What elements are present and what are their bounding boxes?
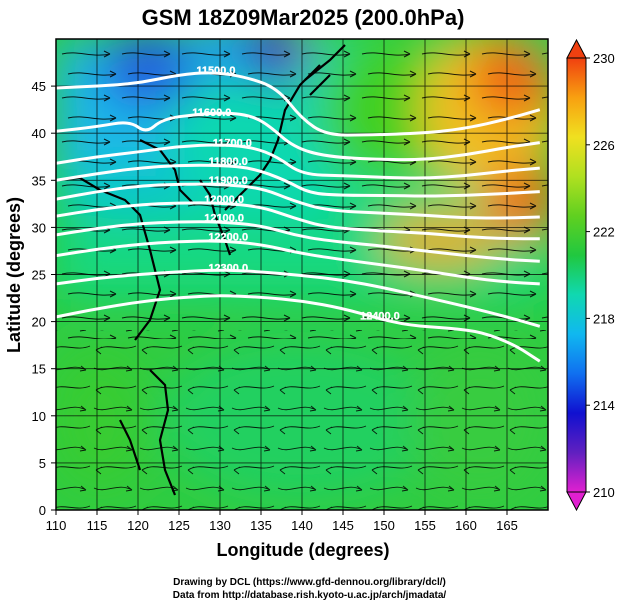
colorbar-tick-label: 210 — [593, 485, 615, 500]
contour-line-11900.0 — [56, 182, 540, 220]
x-tick-label: 115 — [87, 518, 108, 533]
y-tick-label: 40 — [32, 126, 46, 141]
colorbar-gradient — [566, 57, 587, 493]
contour-label-12000.0: 12000.0 — [204, 194, 244, 206]
y-tick-label: 0 — [39, 503, 46, 518]
x-tick-label: 130 — [209, 518, 231, 533]
credit-data: Data from http://database.rish.kyoto-u.a… — [172, 590, 447, 601]
grid — [56, 39, 548, 510]
y-tick-label: 10 — [32, 409, 46, 424]
x-tick-label: 135 — [250, 518, 272, 533]
contour-line-12100.0 — [56, 220, 540, 263]
credit-drawing: Drawing by DCL (https://www.gfd-dennou.o… — [173, 577, 446, 588]
x-tick-label: 150 — [373, 518, 395, 533]
contour-label-11500.0: 11500.0 — [196, 65, 235, 77]
height-contours: 11500.0 11600.0 11700.0 11800.0 11900.0 12000… — [56, 65, 541, 363]
contour-label-12200.0: 12200.0 — [208, 232, 248, 244]
contour-label-11600.0: 11600.0 — [192, 107, 231, 119]
x-tick-label: 145 — [332, 518, 354, 533]
contour-label-11900.0: 11900.0 — [209, 175, 248, 187]
x-axis-label: Longitude (degrees) — [216, 540, 389, 560]
contour-line-12200.0 — [56, 239, 540, 286]
contour-label-12100.0: 12100.0 — [204, 213, 244, 225]
x-tick-label: 120 — [127, 518, 149, 533]
plot-area: 11500.0 11600.0 11700.0 11800.0 11900.0 12000… — [56, 39, 548, 510]
y-tick-label: 45 — [32, 79, 46, 94]
contour-line-11800.0 — [56, 163, 540, 198]
contour-line-12400.0 — [56, 294, 541, 363]
colorbar-tick-label: 230 — [593, 51, 615, 66]
contour-line-11500.0 — [56, 71, 541, 137]
colorbar: 210 214 218 222 226 230 — [566, 38, 615, 512]
contour-label-11800.0: 11800.0 — [209, 156, 248, 168]
y-tick-label: 20 — [32, 315, 46, 330]
colorbar-tick-label: 218 — [593, 311, 615, 326]
y-tick-label: 15 — [32, 362, 46, 377]
x-tick-label: 110 — [46, 518, 67, 533]
y-tick-label: 25 — [32, 268, 46, 283]
y-axis-label: Latitude (degrees) — [4, 197, 24, 353]
chart-title: GSM 18Z09Mar2025 (200.0hPa) — [142, 5, 465, 30]
y-axis: 0 5 10 15 20 25 30 35 40 45 — [32, 79, 56, 518]
contour-line-11600.0 — [56, 111, 541, 162]
y-tick-label: 5 — [39, 456, 46, 471]
colorbar-max-arrow — [566, 38, 587, 59]
contour-line-11700.0 — [56, 143, 540, 180]
x-axis: 110 115 120 125 130 135 140 145 150 155 160 165 — [46, 510, 518, 533]
contour-label-12400.0: 12400.0 — [360, 311, 400, 323]
x-tick-label: 155 — [414, 518, 436, 533]
colorbar-tick-label: 214 — [593, 398, 615, 413]
colorbar-min-arrow — [566, 491, 587, 512]
colorbar-tick-label: 222 — [593, 225, 615, 240]
contour-label-12300.0: 12300.0 — [208, 263, 248, 275]
x-tick-label: 165 — [496, 518, 518, 533]
contour-line-12000.0 — [56, 201, 540, 241]
x-tick-label: 125 — [168, 518, 190, 533]
colorbar-tick-label: 226 — [593, 138, 615, 153]
y-tick-label: 35 — [32, 173, 46, 188]
x-tick-label: 140 — [291, 518, 313, 533]
contour-line-12300.0 — [56, 268, 541, 328]
x-tick-label: 160 — [455, 518, 477, 533]
contour-label-11700.0: 11700.0 — [213, 137, 252, 149]
y-tick-label: 30 — [32, 220, 46, 235]
